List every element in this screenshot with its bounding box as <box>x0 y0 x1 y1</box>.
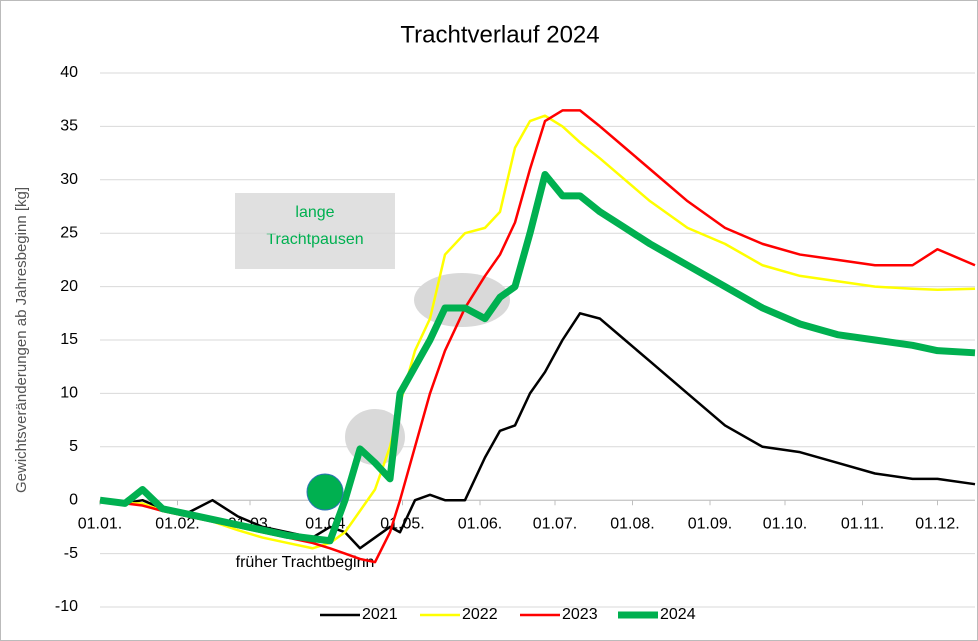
series-line <box>99 114 976 550</box>
series-line <box>99 170 976 545</box>
y-tick-label: 20 <box>60 278 78 295</box>
y-axis-label: Gewichtsveränderungen ab Jahresbeginn [k… <box>13 187 30 493</box>
y-tick-label: -5 <box>64 545 78 562</box>
y-tick-label: 15 <box>60 331 78 348</box>
x-tick-label: 01.01. <box>78 515 122 532</box>
chart-title: Trachtverlauf 2024 <box>400 21 599 48</box>
annotation-text: Trachtpausen <box>266 231 363 248</box>
y-tick-label: 30 <box>60 171 78 188</box>
legend-label: 2022 <box>462 606 498 623</box>
annotation-text: lange <box>295 204 334 221</box>
x-tick-label: 01.08. <box>610 515 654 532</box>
legend-label: 2023 <box>562 606 598 623</box>
x-tick-label: 01.12. <box>915 515 959 532</box>
annotation-box <box>235 193 395 269</box>
x-tick-label: 01.10. <box>763 515 807 532</box>
x-tick-label: 01.02. <box>155 515 199 532</box>
y-tick-label: 25 <box>60 224 78 241</box>
y-tick-label: 35 <box>60 118 78 135</box>
y-tick-label: -10 <box>55 598 78 615</box>
legend-label: 2024 <box>660 606 696 623</box>
y-tick-label: 5 <box>69 438 78 455</box>
marker-dot <box>306 473 344 511</box>
x-tick-label: 01.09. <box>688 515 732 532</box>
y-tick-label: 40 <box>60 64 78 81</box>
legend-label: 2021 <box>362 606 398 623</box>
x-tick-label: 01.07. <box>533 515 577 532</box>
annotation-text: früher Trachtbeginn <box>236 554 375 571</box>
y-tick-label: 0 <box>69 491 78 508</box>
x-tick-label: 01.06. <box>458 515 502 532</box>
y-tick-label: 10 <box>60 385 78 402</box>
x-tick-label: 01.11. <box>841 515 884 532</box>
series-line <box>99 312 976 550</box>
